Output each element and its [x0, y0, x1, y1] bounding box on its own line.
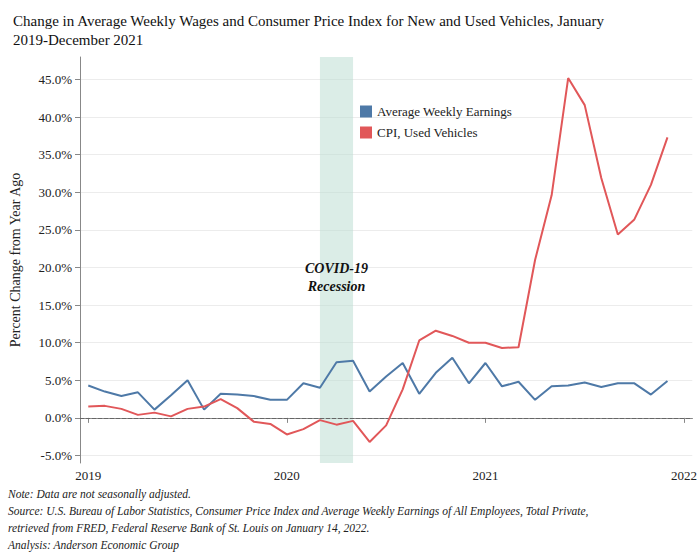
svg-text:Percent Change from Year Ago: Percent Change from Year Ago: [8, 173, 23, 348]
svg-text:Average Weekly Earnings: Average Weekly Earnings: [377, 104, 512, 119]
svg-text:Source: U.S. Bureau of Labor S: Source: U.S. Bureau of Labor Statistics,…: [8, 505, 589, 518]
svg-text:-5.0%: -5.0%: [41, 448, 73, 463]
svg-text:COVID-19: COVID-19: [305, 261, 368, 276]
svg-text:2021: 2021: [472, 468, 498, 483]
svg-text:Analysis: Anderson Economic Gr: Analysis: Anderson Economic Group: [7, 539, 179, 552]
svg-text:35.0%: 35.0%: [38, 147, 72, 162]
svg-text:30.0%: 30.0%: [38, 185, 72, 200]
svg-text:retrieved from FRED, Federal R: retrieved from FRED, Federal Reserve Ban…: [8, 522, 369, 535]
svg-text:2022: 2022: [671, 468, 697, 483]
svg-text:25.0%: 25.0%: [38, 222, 72, 237]
svg-text:2020: 2020: [274, 468, 300, 483]
svg-text:20.0%: 20.0%: [38, 260, 72, 275]
svg-text:2019-December 2021: 2019-December 2021: [13, 32, 143, 48]
svg-text:5.0%: 5.0%: [45, 373, 72, 388]
svg-text:40.0%: 40.0%: [38, 110, 72, 125]
svg-text:Change in Average Weekly Wages: Change in Average Weekly Wages and Consu…: [13, 13, 604, 29]
svg-text:Recession: Recession: [307, 279, 366, 294]
svg-text:10.0%: 10.0%: [38, 335, 72, 350]
svg-text:CPI, Used Vehicles: CPI, Used Vehicles: [377, 125, 478, 140]
svg-text:0.0%: 0.0%: [45, 410, 72, 425]
svg-text:45.0%: 45.0%: [38, 72, 72, 87]
svg-text:Note: Data are not seasonally: Note: Data are not seasonally adjusted.: [7, 488, 191, 501]
svg-text:2019: 2019: [75, 468, 101, 483]
svg-text:15.0%: 15.0%: [38, 298, 72, 313]
